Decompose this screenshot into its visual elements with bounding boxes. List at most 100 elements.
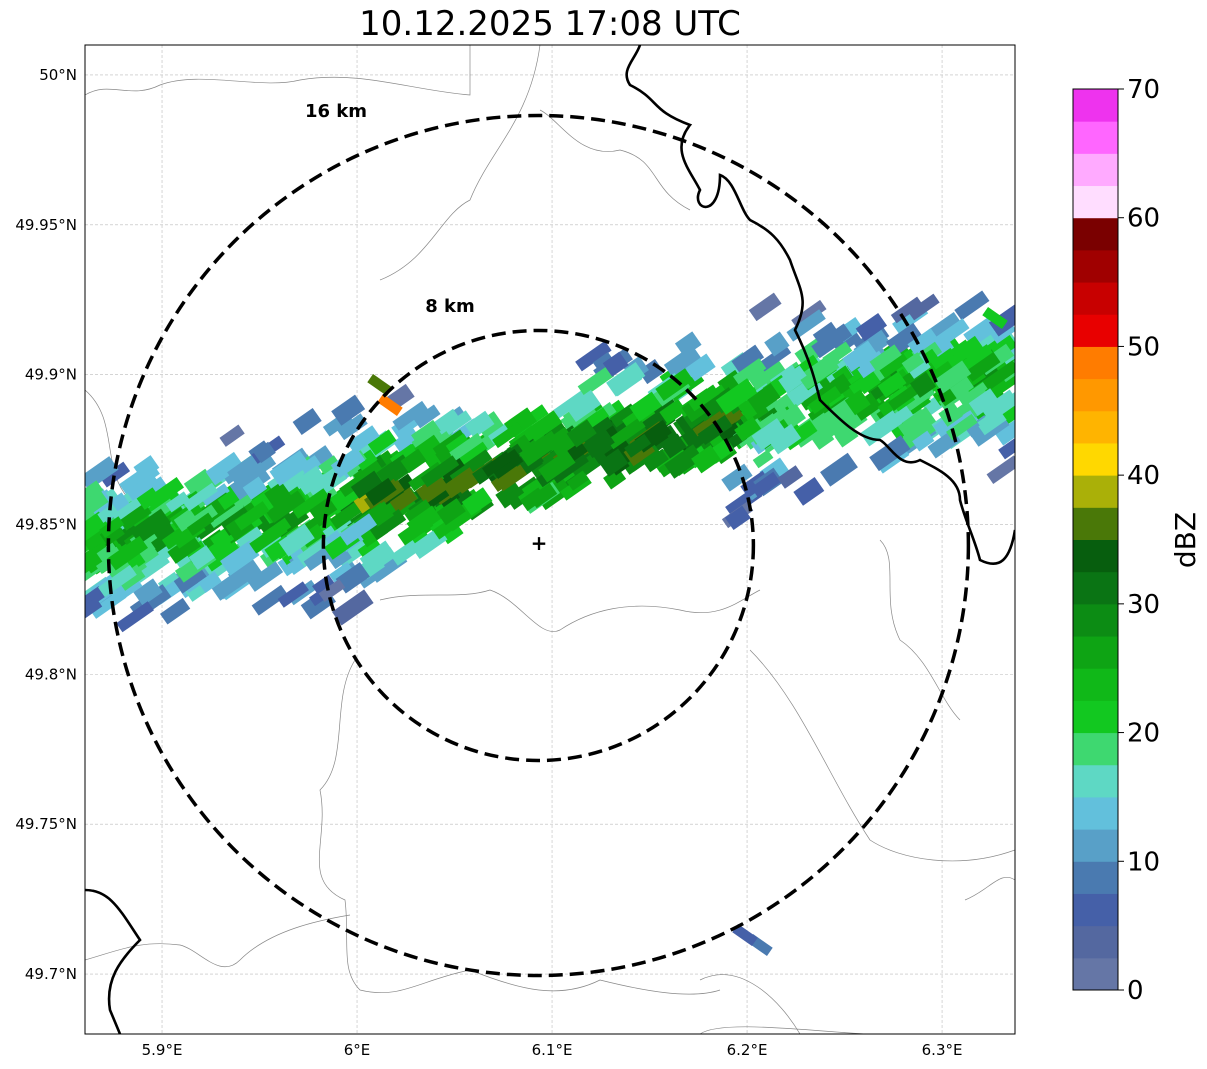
colorbar-bin xyxy=(1073,153,1118,187)
radar-echo-cell xyxy=(690,406,725,437)
radar-echo-cell xyxy=(927,311,960,339)
radar-echo-cell xyxy=(219,424,245,447)
colorbar-bin xyxy=(1073,507,1118,540)
lon-tick-label: 6.3°E xyxy=(922,1041,963,1059)
range-ring-16km xyxy=(106,113,971,978)
radar-echo-cell xyxy=(90,589,127,619)
colorbar-bin xyxy=(1073,314,1118,347)
lat-tick-label: 50°N xyxy=(39,66,77,84)
radar-echo-cell xyxy=(912,430,935,452)
radar-echo-cell xyxy=(685,353,716,382)
radar-echo-cell xyxy=(811,323,853,359)
radar-echo-cell xyxy=(566,470,590,491)
radar-echo-cell xyxy=(909,372,937,398)
radar-echo-cell xyxy=(732,358,767,387)
radar-echo-cell xyxy=(392,400,429,431)
radar-echo-cell xyxy=(449,432,484,461)
radar-echo-cell xyxy=(606,417,646,450)
radar-echo-cell xyxy=(350,470,383,499)
radar-echo-cell xyxy=(369,508,407,541)
radar-echo-cell xyxy=(253,441,276,464)
radar-echo-cell xyxy=(96,542,121,566)
radar-echo-cell xyxy=(292,407,322,435)
radar-echo-cell xyxy=(389,487,418,513)
colorbar-bin xyxy=(1073,732,1118,766)
radar-echo-cell xyxy=(888,384,919,411)
radar-echo-cell xyxy=(248,454,277,479)
map-frame xyxy=(84,44,1016,1035)
colorbar-tick-label: 20 xyxy=(1127,719,1160,749)
radar-echo-cell xyxy=(330,447,366,479)
radar-echo-cell xyxy=(183,468,213,495)
radar-echo-cell xyxy=(664,444,704,479)
colorbar-bin xyxy=(1073,410,1118,444)
range-ring-8km xyxy=(321,328,756,763)
colorbar-bin xyxy=(1073,121,1118,154)
lon-tick-label: 6°E xyxy=(344,1041,371,1059)
lat-tick-label: 49.9°N xyxy=(25,366,77,384)
colorbar-bin xyxy=(1073,668,1118,701)
radar-echo-cell xyxy=(981,389,1015,423)
colorbar-bin xyxy=(1073,378,1118,412)
radar-echo-cell xyxy=(308,466,348,501)
radar-echo-cell xyxy=(715,378,758,415)
radar-echo-cell xyxy=(433,408,462,435)
radar-echo-cell xyxy=(519,430,561,467)
radar-echo-cell xyxy=(731,344,765,374)
radar-echo-cell xyxy=(1000,345,1015,369)
radar-echo-cell xyxy=(318,578,346,603)
radar-echo-cell xyxy=(994,418,1015,446)
radar-echo-cell xyxy=(367,374,393,396)
radar-echo-cell xyxy=(242,476,268,500)
radar-echo-cell xyxy=(750,471,781,498)
colorbar-bin xyxy=(1073,217,1118,251)
radar-echo-cell xyxy=(768,423,802,455)
colorbar-bin xyxy=(1073,603,1118,637)
radar-echo-cell xyxy=(454,438,488,467)
axis-ticks: 5.9°E 6°E 6.1°E 6.2°E 6.3°E 50°N 49.95°N 49.9°N… xyxy=(15,66,962,1059)
radar-echo-cell xyxy=(415,474,449,505)
radar-echo-cell xyxy=(777,465,804,489)
colorbar-bin xyxy=(1073,249,1118,283)
radar-echo-cell xyxy=(312,574,335,596)
radar-echo-cell xyxy=(165,491,190,513)
radar-echo-cell xyxy=(339,513,378,546)
radar-echo-cell xyxy=(129,508,171,545)
radar-echo-cell xyxy=(85,586,106,617)
radar-echo-cell xyxy=(220,540,260,576)
radar-echo-cell xyxy=(347,425,380,454)
radar-echo-cell xyxy=(227,456,259,486)
colorbar-bin xyxy=(1073,89,1118,122)
radar-echo-cell xyxy=(869,344,902,373)
radar-echo-cell xyxy=(778,365,809,394)
radar-echo-cell xyxy=(492,422,524,449)
radar-echo-cell xyxy=(751,418,788,451)
radar-echo-cell xyxy=(442,467,479,499)
radar-echo-cell xyxy=(266,490,306,524)
radar-echo-cell xyxy=(721,463,753,492)
radar-echo-cell xyxy=(747,383,781,414)
radar-echo-cell xyxy=(663,345,703,380)
colorbar-bin xyxy=(1073,475,1118,508)
colorbar-bin xyxy=(1073,764,1118,798)
lat-tick-label: 49.85°N xyxy=(15,516,77,534)
radar-echo-cell xyxy=(660,433,687,459)
radar-echo-cell xyxy=(336,413,368,441)
radar-echo-cell xyxy=(659,398,687,424)
radar-echo-cell xyxy=(100,461,131,488)
radar-echo-cell xyxy=(461,487,493,516)
radar-echo-cell xyxy=(331,394,366,426)
admin-boundaries xyxy=(85,45,1015,1034)
radar-echo-cell xyxy=(949,376,974,399)
radar-echo-cell xyxy=(869,435,911,472)
lat-tick-label: 49.7°N xyxy=(25,965,77,983)
radar-echo-cell xyxy=(292,488,330,519)
radar-echo-cell xyxy=(277,581,310,608)
radar-echo-cell xyxy=(877,371,907,398)
radar-echo-cell xyxy=(986,455,1015,484)
colorbar-bin xyxy=(1073,282,1118,315)
colorbar-bin xyxy=(1073,185,1118,219)
radar-echo-cell xyxy=(598,448,629,477)
colorbar-bin xyxy=(1073,861,1118,894)
